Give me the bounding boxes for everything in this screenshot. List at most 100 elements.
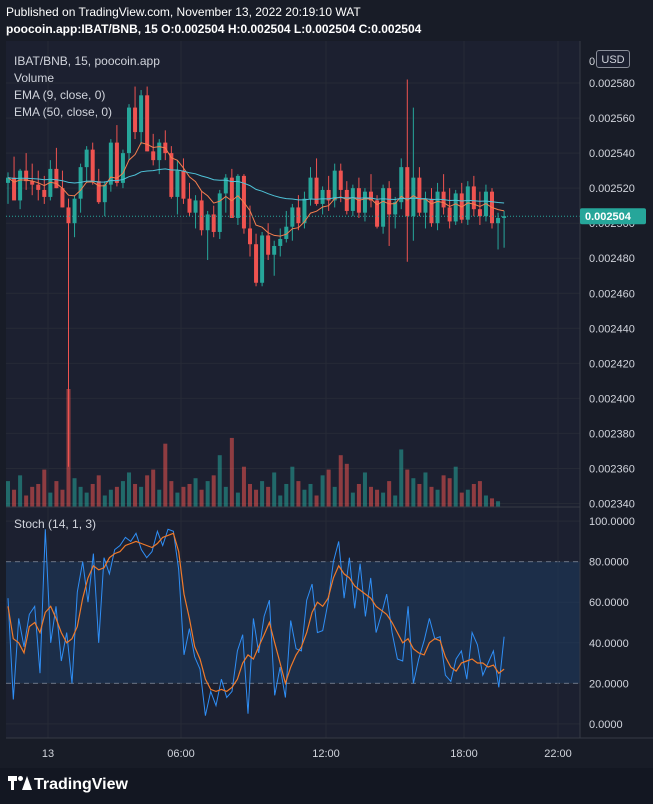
candle[interactable] [453,189,458,225]
candle[interactable] [169,146,174,199]
volume-bar [72,478,77,507]
candle[interactable] [30,163,35,196]
volume-bar [284,483,289,507]
candle[interactable] [133,86,138,140]
candle-body [417,177,422,213]
candle[interactable] [102,181,107,217]
candle[interactable] [157,139,162,175]
candle[interactable] [447,188,452,229]
candle[interactable] [229,168,234,218]
candle[interactable] [429,188,434,227]
candle[interactable] [502,210,507,248]
candle[interactable] [36,170,41,201]
candle[interactable] [24,153,29,190]
candle[interactable] [120,149,125,189]
candle[interactable] [260,231,265,287]
candle-body [320,189,325,204]
candle[interactable] [145,86,150,152]
candle[interactable] [369,174,373,208]
stoch-tick-label: 20.0000 [589,678,629,690]
candle[interactable] [296,195,301,231]
candle[interactable] [72,195,77,238]
candle[interactable] [248,205,252,257]
candle[interactable] [211,205,216,238]
volume-bar [465,489,470,507]
candle[interactable] [477,191,482,225]
candle[interactable] [90,142,95,185]
candle[interactable] [96,168,101,204]
candle[interactable] [12,156,17,201]
price-tick-label: 0.002520 [589,183,635,195]
candle[interactable] [175,160,180,215]
candle[interactable] [278,228,283,257]
candle[interactable] [199,191,204,236]
candle[interactable] [127,104,131,161]
candle[interactable] [284,210,289,243]
volume-bar [296,481,301,507]
candle[interactable] [205,210,210,260]
candle[interactable] [496,212,501,250]
candle[interactable] [114,125,119,187]
legend-volume[interactable]: Volume [14,71,54,85]
candle[interactable] [338,163,343,203]
candle[interactable] [314,158,319,206]
candle[interactable] [375,195,380,229]
candle-body [72,198,77,224]
candle-body [205,214,210,231]
candle[interactable] [272,240,277,276]
volume-bar [326,469,331,507]
price-tick-label: 0.002360 [589,463,635,475]
candle-body [199,200,204,231]
volume-bar [102,495,107,507]
legend-ema50[interactable]: EMA (50, close, 0) [14,105,112,119]
candle[interactable] [139,90,144,145]
candle[interactable] [381,184,386,234]
candle[interactable] [217,189,222,239]
legend-ema9[interactable]: EMA (9, close, 0) [14,88,105,102]
candle[interactable] [66,198,71,467]
candle[interactable] [362,188,367,222]
candle[interactable] [423,191,428,229]
candle[interactable] [471,175,476,217]
candle[interactable] [393,196,398,229]
volume-bar [350,492,355,507]
price-axis[interactable]: 0.0025800.0025600.0025400.0025200.002500… [589,78,635,510]
ema50-line [7,168,505,204]
candle[interactable] [435,182,440,231]
candle[interactable] [332,163,337,208]
candle[interactable] [411,107,416,241]
stoch-axis[interactable]: 100.0000 80.0000 60.0000 40.0000 20.0000 0.00… [589,516,635,731]
candle[interactable] [151,133,156,166]
volume-bar [241,466,246,507]
tradingview-logo[interactable]: TradingView [8,776,128,794]
candle[interactable] [48,160,53,201]
candle-body [290,207,295,227]
candle[interactable] [254,233,259,287]
candle[interactable] [193,195,198,229]
candle[interactable] [54,147,59,189]
candle[interactable] [320,186,325,215]
candle[interactable] [399,158,404,210]
candle[interactable] [42,175,47,204]
legend-stoch[interactable]: Stoch (14, 1, 3) [14,517,96,531]
candle[interactable] [181,158,186,204]
volume-bar [332,486,337,507]
candle[interactable] [187,182,192,217]
volume-bar [405,469,410,507]
candle[interactable] [290,203,295,241]
candle[interactable] [84,146,89,183]
candle[interactable] [108,139,113,192]
candle-body [435,191,440,224]
currency-button[interactable]: USD [596,50,630,68]
candle[interactable] [350,184,355,217]
time-axis[interactable]: 13 06:00 12:00 18:00 22:00 [42,748,572,760]
candle-body [399,167,404,203]
candle-body [338,170,343,190]
candle[interactable] [417,167,422,217]
candle[interactable] [18,168,23,210]
candle[interactable] [387,181,392,246]
candle[interactable] [266,223,271,260]
price-tick-label: 0.002420 [589,358,635,370]
candle[interactable] [405,79,410,262]
